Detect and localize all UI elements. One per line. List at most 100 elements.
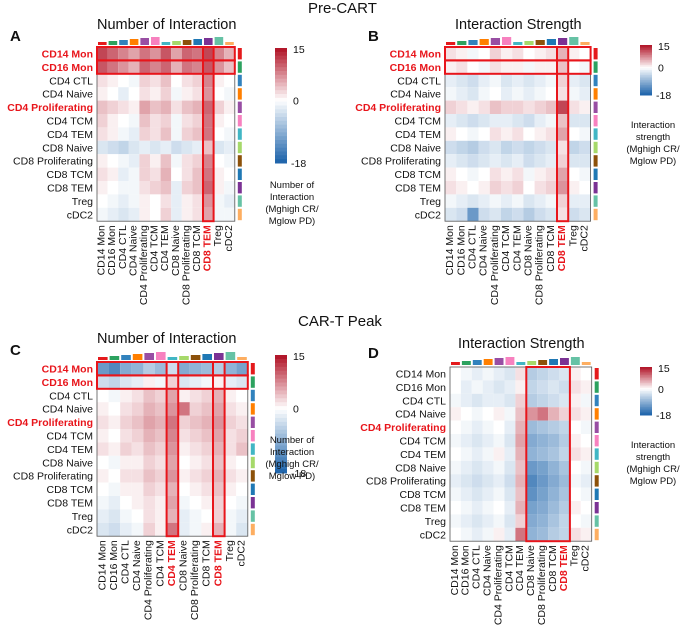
heatmap-cell-B	[523, 127, 535, 141]
heatmap-cell-D	[569, 420, 581, 434]
heatmap-cell-B	[579, 114, 591, 128]
heatmap-cell-D	[471, 393, 483, 408]
heatmap-cell-D	[504, 434, 516, 448]
heatmap-cell-D	[526, 474, 538, 488]
top-bar-D-3	[483, 359, 493, 365]
heatmap-cell-D	[515, 420, 527, 434]
heatmap-cell-B	[501, 154, 513, 168]
top-bar-A-6	[161, 42, 171, 45]
heatmap-cell-B	[523, 167, 535, 181]
heatmap-cell-C	[224, 415, 237, 429]
heatmap-cell-A	[150, 87, 161, 101]
heatmap-cell-B	[557, 140, 569, 155]
heatmap-cell-B	[467, 127, 479, 141]
row-label-B: CD4 Naive	[390, 89, 441, 101]
heatmap-cell-B	[489, 140, 501, 155]
heatmap-cell-D	[493, 380, 505, 394]
side-bar-B-12	[593, 208, 598, 221]
heatmap-cell-B	[501, 114, 513, 128]
heatmap-cell-B	[501, 127, 513, 141]
heatmap-cell-D	[504, 380, 516, 394]
heatmap-cell-D	[515, 380, 527, 394]
heatmap-cell-C	[108, 442, 121, 456]
heatmap-cell-B	[523, 60, 535, 74]
heatmap-cell-D	[580, 380, 592, 394]
heatmap-cell-D	[559, 447, 570, 461]
legend-note-d: Interaction strength (Mghigh CR/Mglow PD)	[626, 440, 680, 487]
top-bar-D-1	[461, 361, 471, 365]
heatmap-cell-D	[504, 460, 516, 475]
heatmap-cell-D	[515, 447, 527, 461]
heatmap-cell-A	[171, 181, 182, 195]
side-bar-D-7	[594, 461, 599, 474]
heatmap-cell-A	[107, 194, 119, 208]
heatmap-cell-A	[224, 73, 235, 88]
heatmap-cell-C	[166, 522, 179, 537]
heatmap-cell-B	[545, 154, 557, 168]
heatmap-cell-D	[482, 514, 494, 528]
heatmap-cell-D	[471, 514, 483, 528]
heatmap-cell-C	[236, 402, 248, 416]
top-bar-C-9	[202, 354, 212, 360]
side-bar-B-8	[593, 155, 598, 167]
heatmap-cell-A	[213, 87, 225, 101]
heatmap-cell-C	[108, 469, 121, 483]
heatmap-cell-D	[482, 434, 494, 448]
colorbar-step-B	[640, 86, 652, 89]
heatmap-cell-D	[580, 434, 592, 448]
colorbar-step-A	[275, 136, 287, 141]
row-label-A: CD8 Proliferating	[13, 156, 93, 168]
heatmap-cell-B	[579, 60, 591, 74]
top-bar-B-9	[546, 39, 556, 45]
heatmap-cell-A	[150, 181, 161, 195]
heatmap-cell-D	[580, 393, 592, 408]
heatmap-cell-C	[97, 429, 109, 443]
colorbar-step-C	[275, 429, 287, 435]
top-bar-A-9	[193, 39, 202, 45]
side-bar-C-6	[250, 443, 255, 455]
col-label-D: CD14 Mon	[449, 545, 461, 595]
heatmap-cell-A	[150, 140, 161, 155]
row-label-A: CD8 Naive	[42, 142, 93, 154]
heatmap-cell-C	[131, 442, 144, 456]
colorbar-step-C	[275, 425, 287, 431]
heatmap-cell-A	[224, 127, 235, 141]
heatmap-cell-D	[450, 487, 461, 501]
side-bar-A-4	[237, 101, 242, 113]
heatmap-cell-A	[139, 140, 150, 155]
heatmap-cell-C	[201, 402, 213, 416]
panel-letter-c: C	[10, 342, 21, 359]
heatmap-cell-A	[107, 207, 119, 222]
heatmap-cell-D	[493, 367, 505, 381]
heatmap-cell-A	[118, 194, 129, 208]
heatmap-cell-D	[460, 474, 472, 488]
heatmap-cell-B	[456, 114, 468, 128]
colorbar-step-C	[275, 398, 287, 403]
colorbar-step-A	[275, 101, 287, 106]
heatmap-cell-B	[523, 154, 535, 168]
colorbar-step-A	[275, 82, 287, 87]
colorbar-step-B	[640, 60, 652, 63]
heatmap-cell-A	[118, 47, 129, 61]
heatmap-cell-C	[201, 375, 213, 389]
heatmap-cell-D	[569, 380, 581, 394]
row-label-A: CD8 TEM	[47, 182, 93, 194]
heatmap-cell-D	[580, 527, 592, 542]
heatmap-cell-A	[160, 181, 172, 195]
colorbar-step-B	[640, 63, 652, 66]
top-bar-C-4	[144, 353, 154, 360]
heatmap-cell-C	[189, 509, 202, 523]
colorbar-tick-min-B: -18	[656, 90, 671, 102]
row-label-B: CD16 Mon	[390, 62, 441, 74]
heatmap-cell-A	[192, 60, 203, 74]
heatmap-cell-D	[482, 527, 494, 542]
heatmap-cell-D	[450, 460, 461, 475]
heatmap-cell-B	[445, 47, 457, 61]
colorbar-step-B	[640, 90, 652, 93]
heatmap-cell-C	[178, 482, 190, 496]
heatmap-cell-A	[192, 47, 203, 61]
heatmap-cell-A	[107, 154, 119, 168]
heatmap-cell-D	[504, 420, 516, 434]
top-bar-C-12	[237, 357, 247, 360]
heatmap-cell-B	[557, 181, 569, 195]
